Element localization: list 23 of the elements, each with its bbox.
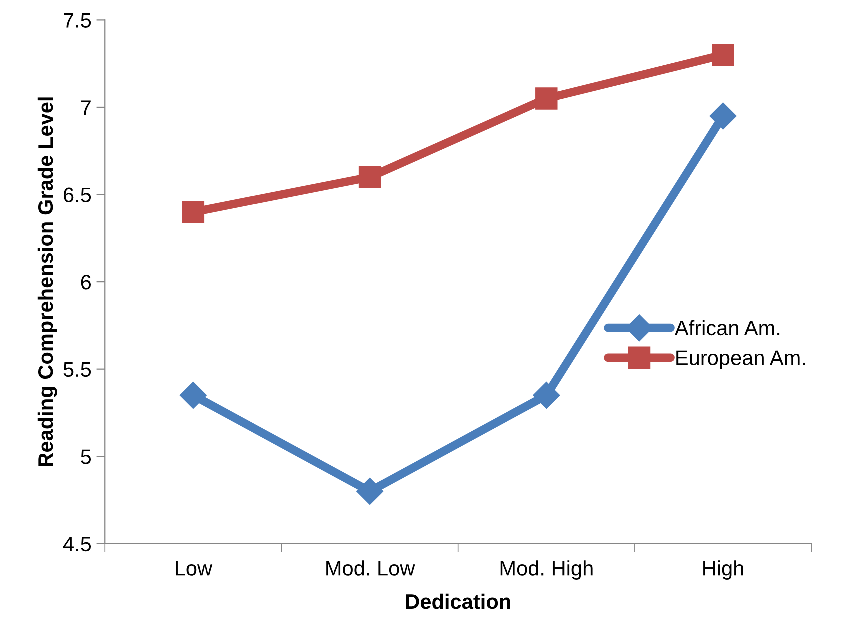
point (180, 382, 207, 409)
point (358, 166, 382, 188)
point (356, 478, 384, 506)
x-tick-label: Low (176, 561, 213, 576)
y-axis-title: Reading Comprehension Grade Level (38, 98, 58, 466)
x-tick-label: Mod. Low (326, 560, 416, 576)
y-tick-label: 5 (81, 450, 92, 464)
point (182, 201, 205, 224)
y-tick-label: 6 (81, 275, 92, 290)
y-tick-label: 7 (81, 100, 91, 116)
point (710, 102, 737, 130)
point (533, 382, 560, 409)
legend-label: European Am. (676, 350, 806, 370)
y-tick-label: 5.5 (64, 362, 92, 378)
x-tick-label: High (704, 560, 744, 580)
y-tick-label: 4.5 (63, 537, 92, 552)
x-axis-title: Dedication (406, 594, 510, 610)
x-tick-label: Mod. High (500, 560, 593, 580)
point (712, 44, 734, 66)
point (536, 88, 558, 110)
y-tick-label: 6.5 (64, 188, 92, 203)
legend-label: African Am. (674, 320, 780, 336)
y-tick-label: 7.5 (64, 13, 92, 28)
